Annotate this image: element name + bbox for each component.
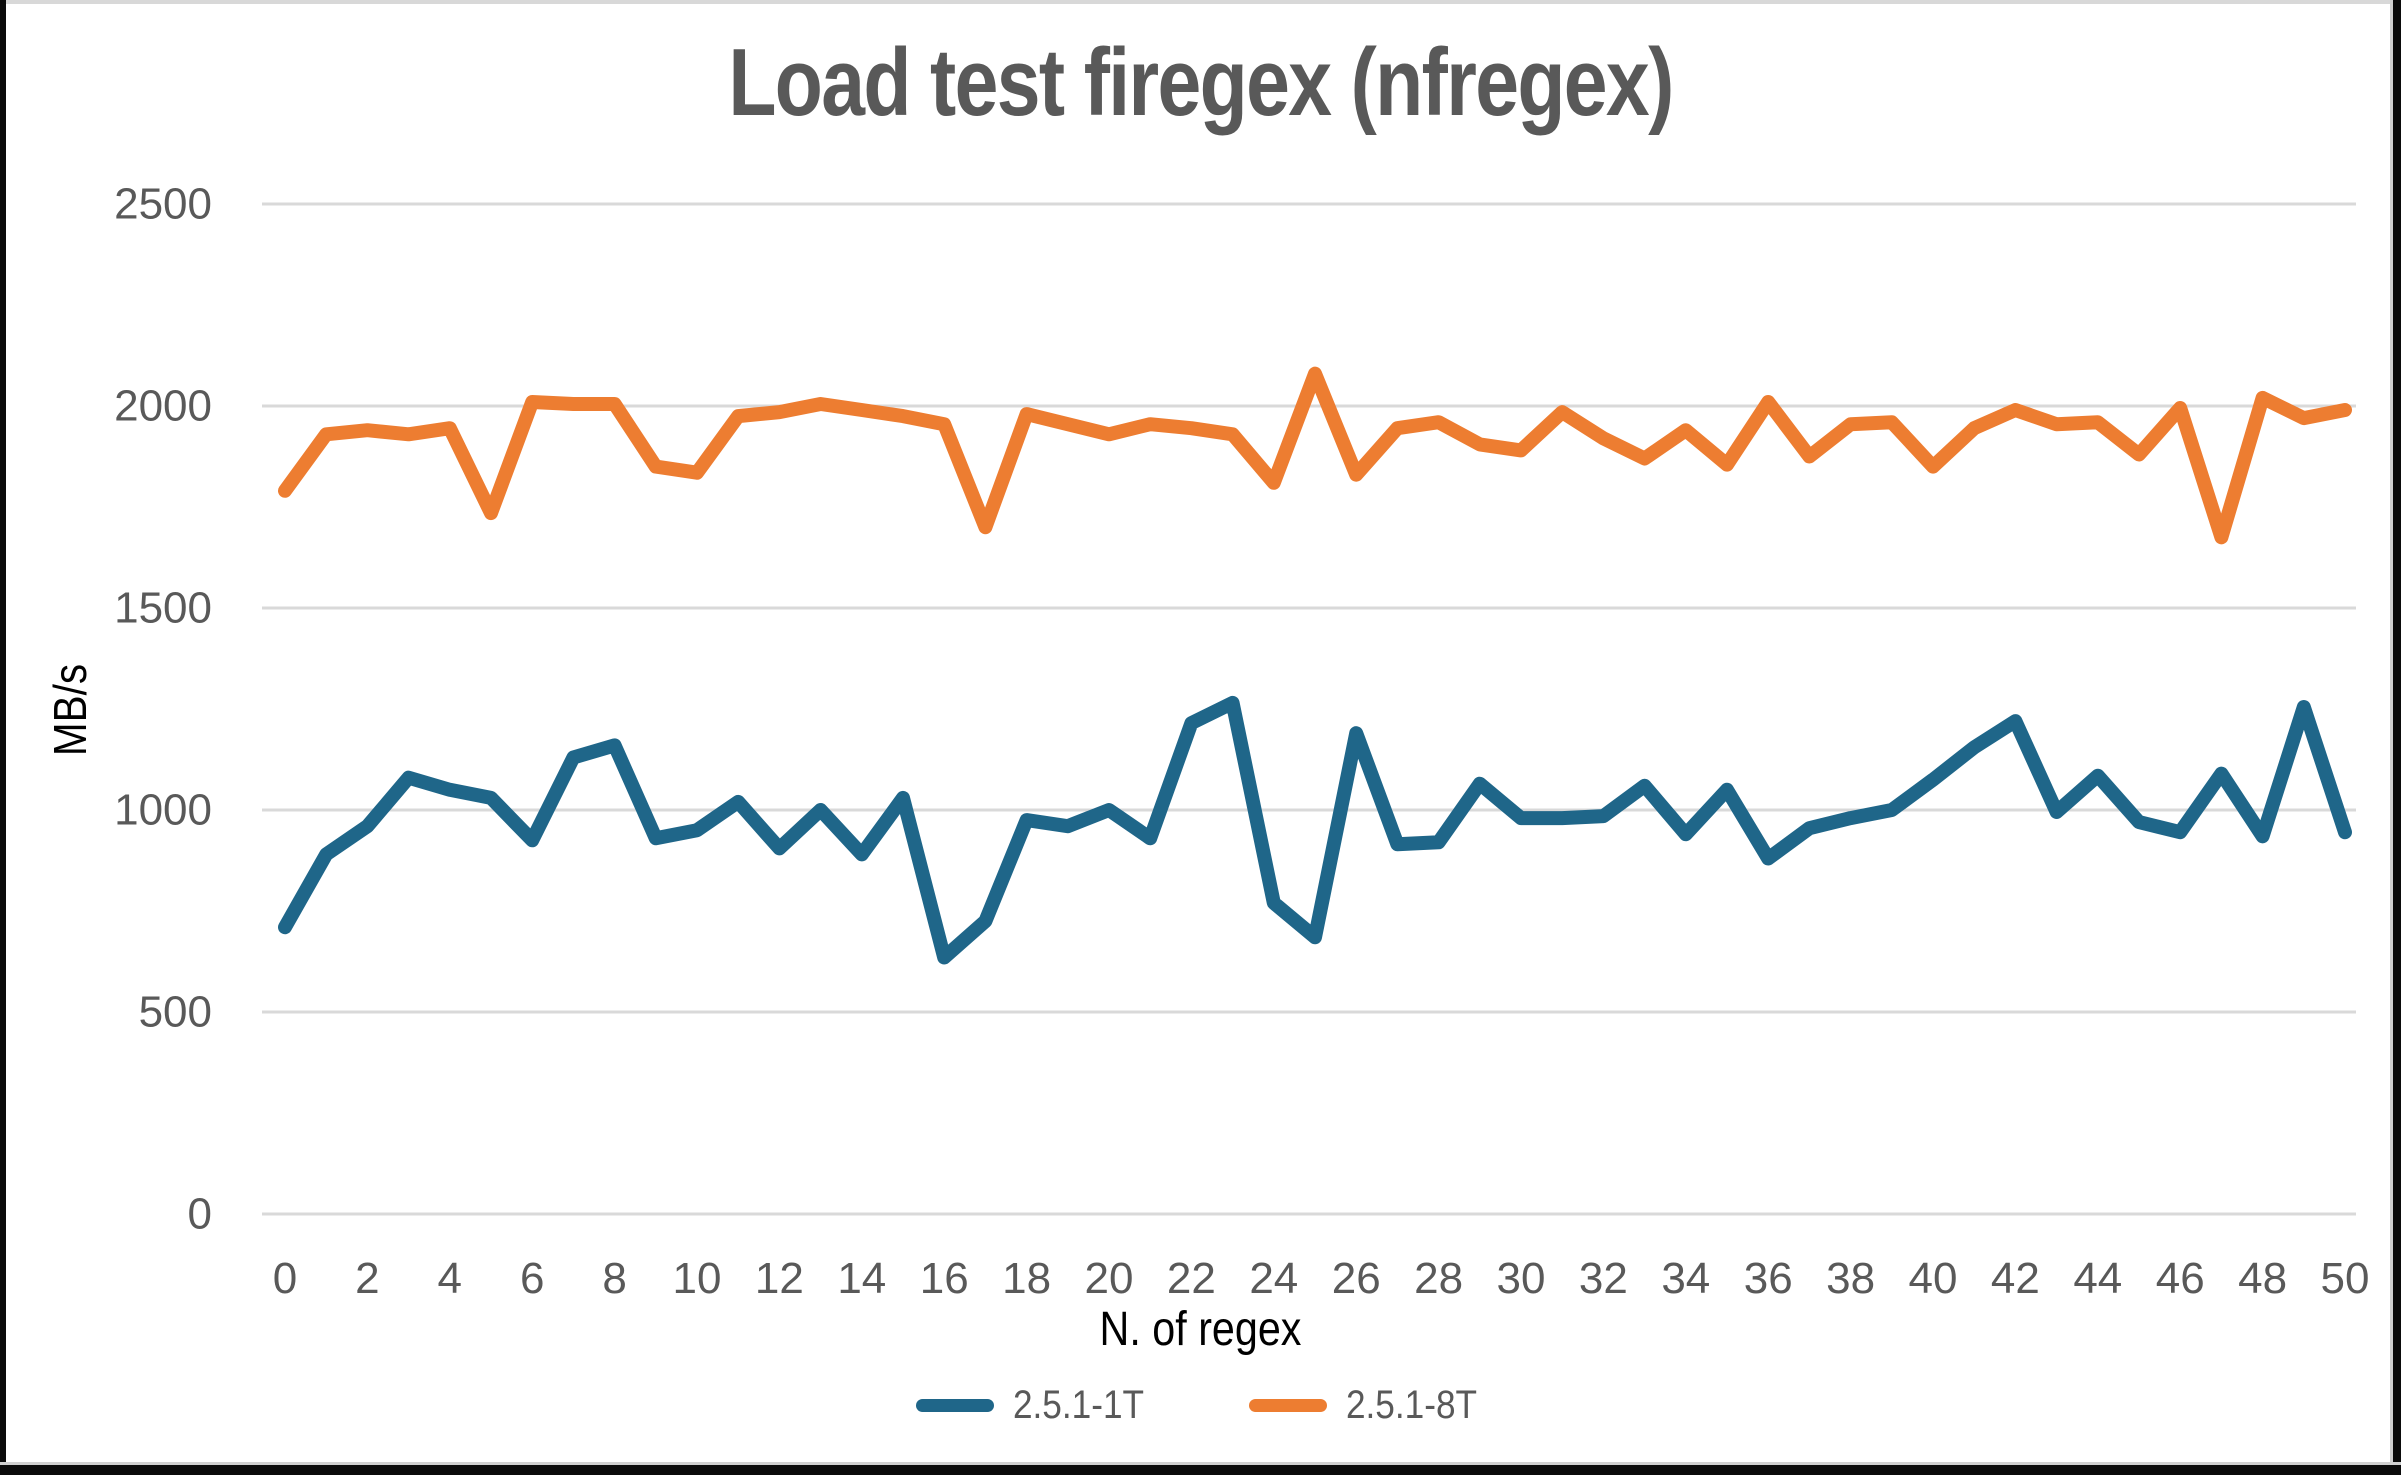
y-tick-label: 500 — [139, 988, 212, 1037]
x-tick-label: 46 — [2156, 1254, 2205, 1303]
x-tick-label: 32 — [1579, 1254, 1628, 1303]
x-tick-label: 48 — [2238, 1254, 2287, 1303]
x-tick-label: 38 — [1826, 1254, 1875, 1303]
legend-item: 2.5.1-1T — [915, 1383, 1153, 1428]
x-tick-label: 12 — [755, 1254, 804, 1303]
legend: 2.5.1-1T 2.5.1-8T — [0, 1383, 2401, 1428]
series-line-2.5.1-8T — [278, 366, 2352, 545]
series-line-2.5.1-1T — [278, 695, 2352, 965]
x-tick-label: 4 — [438, 1254, 462, 1303]
gridlines-group — [262, 202, 2356, 1216]
x-tick-label: 20 — [1085, 1254, 1134, 1303]
legend-label: 2.5.1-1T — [1012, 1383, 1144, 1427]
x-tick-label: 22 — [1167, 1254, 1216, 1303]
x-tick-label: 30 — [1497, 1254, 1546, 1303]
x-tick-label: 18 — [1002, 1254, 1051, 1303]
x-tick-label: 6 — [520, 1254, 544, 1303]
x-tick-label: 8 — [602, 1254, 626, 1303]
window-border-top — [0, 0, 2401, 4]
x-tick-label: 34 — [1661, 1254, 1710, 1303]
x-tick-label: 0 — [273, 1254, 297, 1303]
y-axis-title: MB/s — [44, 663, 96, 757]
x-tick-label: 14 — [837, 1254, 886, 1303]
window-border-bottom — [0, 1462, 2401, 1475]
legend-swatch-2.5.1-8T — [1248, 1399, 1327, 1412]
series-group — [278, 366, 2352, 965]
legend-swatch-2.5.1-1T — [915, 1399, 994, 1412]
y-tick-labels-group: 0 500 1000 1500 2000 2500 — [114, 180, 212, 1239]
x-tick-label: 36 — [1744, 1254, 1793, 1303]
y-tick-label: 2000 — [114, 382, 212, 431]
x-tick-label: 40 — [1909, 1254, 1958, 1303]
x-tick-label: 16 — [920, 1254, 969, 1303]
x-tick-label: 28 — [1414, 1254, 1463, 1303]
chart-title: Load test firegex (nfregex) — [728, 29, 1674, 136]
y-tick-label: 1500 — [114, 584, 212, 633]
x-tick-label: 50 — [2321, 1254, 2370, 1303]
x-tick-label: 10 — [673, 1254, 722, 1303]
x-tick-labels-group: 0 2 4 6 8 10 12 14 16 18 20 22 24 26 28 30 32 34 36 38 40 42 4… — [273, 1254, 2370, 1303]
legend-item: 2.5.1-8T — [1248, 1383, 1486, 1428]
x-tick-label: 42 — [1991, 1254, 2040, 1303]
x-tick-label: 26 — [1332, 1254, 1381, 1303]
y-tick-label: 1000 — [114, 786, 212, 835]
y-tick-label: 2500 — [114, 180, 212, 229]
window-border-left — [0, 0, 6, 1475]
x-tick-label: 44 — [2073, 1254, 2122, 1303]
y-tick-label: 0 — [188, 1190, 212, 1239]
legend-label: 2.5.1-8T — [1345, 1383, 1477, 1427]
x-tick-label: 24 — [1249, 1254, 1298, 1303]
x-tick-label: 2 — [355, 1254, 379, 1303]
window-border-right — [2390, 0, 2401, 1475]
x-axis-title: N. of regex — [1099, 1303, 1302, 1356]
